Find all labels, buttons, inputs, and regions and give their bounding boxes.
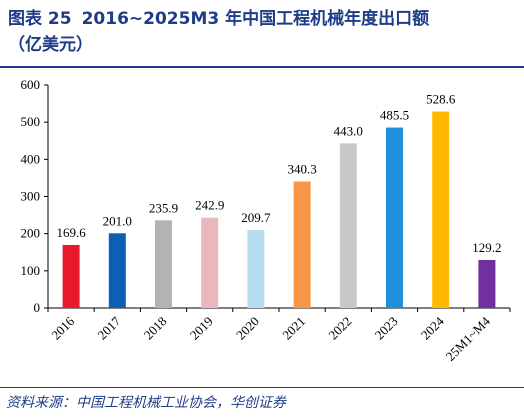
data-label: 201.0 <box>103 213 132 228</box>
x-tick-label: 2017 <box>94 313 123 342</box>
data-label: 129.2 <box>472 240 501 255</box>
y-tick-label: 600 <box>21 77 41 92</box>
data-label: 340.3 <box>287 162 316 177</box>
figure-label: 图表 25 <box>8 9 72 29</box>
data-label: 169.6 <box>56 225 86 240</box>
y-tick-label: 200 <box>21 226 41 241</box>
x-tick-label: 25M1~M4 <box>443 313 494 364</box>
y-tick-label: 300 <box>21 189 41 204</box>
x-tick-label: 2018 <box>141 314 170 343</box>
x-tick-label: 2016 <box>48 313 77 342</box>
data-label: 443.0 <box>334 123 363 138</box>
data-label: 242.9 <box>195 198 224 213</box>
bar <box>478 259 496 308</box>
y-tick-label: 400 <box>21 151 41 166</box>
x-tick-label: 2024 <box>418 313 447 342</box>
title-rule <box>0 66 524 68</box>
bar <box>62 244 80 308</box>
x-tick-label: 2022 <box>325 314 354 343</box>
x-tick-label: 2023 <box>372 314 401 343</box>
x-tick-label: 2020 <box>233 314 262 343</box>
x-tick-label: 2019 <box>187 314 216 343</box>
bar <box>339 143 357 308</box>
bar <box>155 220 172 308</box>
title-line1: 2016~2025M3 年中国工程机械年度出口额 <box>81 9 430 29</box>
bar-chart: 0 100 200 300 400 500 600 169.6 2016 201.0 2017 235… <box>21 77 511 364</box>
data-label: 209.7 <box>241 210 271 225</box>
x-tick-label: 2021 <box>279 314 308 343</box>
data-label: 235.9 <box>149 200 178 215</box>
y-tick-label: 0 <box>34 300 41 315</box>
data-label: 485.5 <box>380 108 409 123</box>
bar <box>386 127 403 308</box>
source-rule <box>0 387 524 388</box>
data-label: 528.6 <box>426 92 456 107</box>
chart-title: 图表 25 2016~2025M3 年中国工程机械年度出口额 （亿美元） <box>8 6 518 58</box>
y-tick-label: 500 <box>21 114 41 129</box>
source-note: 资料来源：中国工程机械工业协会，华创证券 <box>6 395 286 411</box>
title-unit: （亿美元） <box>8 35 93 55</box>
bar <box>201 217 219 308</box>
y-tick-label: 100 <box>21 263 41 278</box>
bar <box>108 233 126 308</box>
bar <box>432 111 450 308</box>
bar <box>247 230 265 308</box>
bar <box>293 181 311 308</box>
